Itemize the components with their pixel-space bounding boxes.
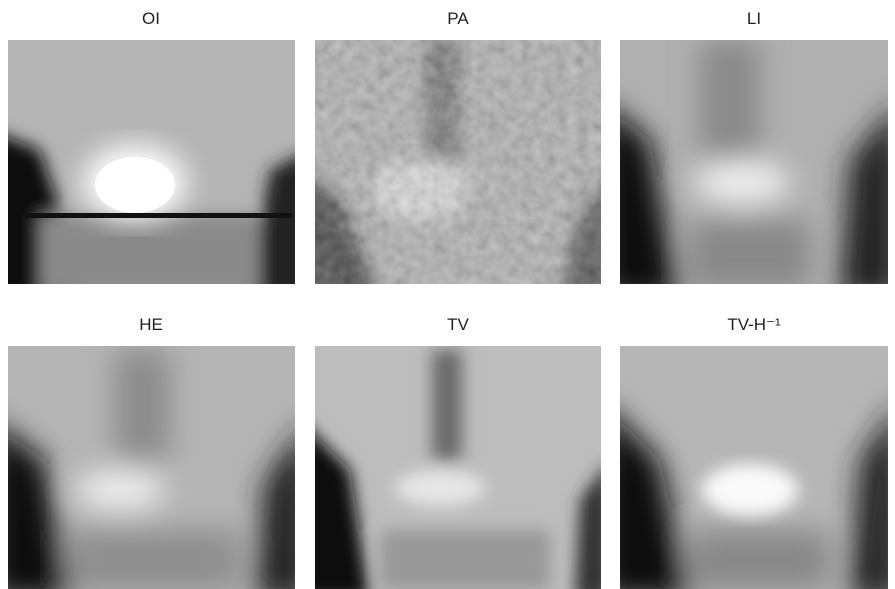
image-he [0,346,310,589]
panel-title: LI [747,9,761,28]
image-oi [0,40,310,300]
panel-title: HE [139,315,163,334]
figure: OI PA LI HE TV TV-H⁻¹ [0,0,895,589]
panel-title: TV-H⁻¹ [727,315,781,334]
image-li [600,40,895,300]
image-tv-h-1 [600,346,895,589]
image-pa [300,40,610,300]
image-tv [300,346,610,589]
panel-title: PA [447,9,469,28]
panel-title: OI [142,9,160,28]
panel-title: TV [447,315,469,334]
